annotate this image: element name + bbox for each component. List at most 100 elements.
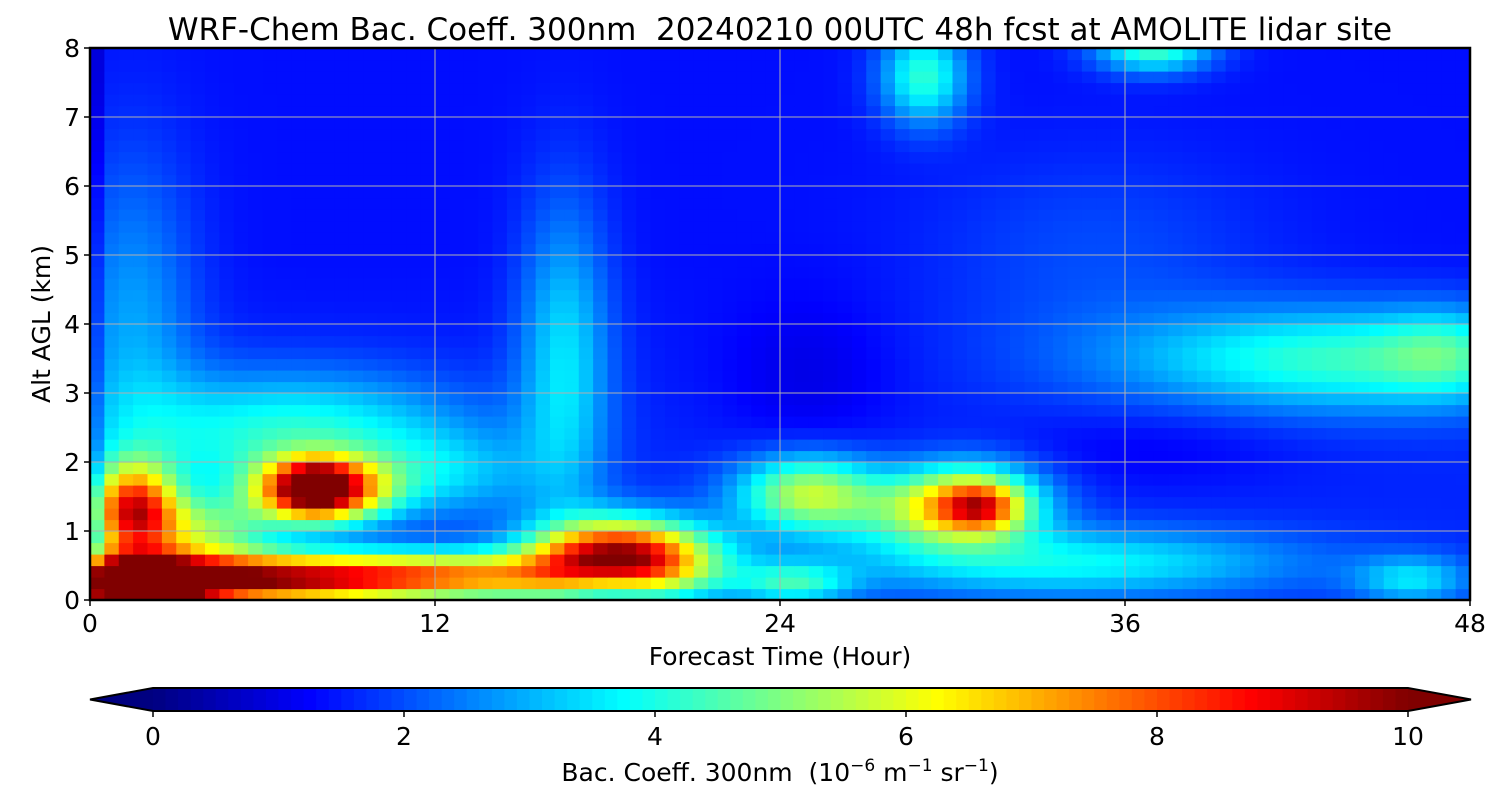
heatmap-cell: [966, 105, 982, 118]
heatmap-cell: [1297, 531, 1313, 544]
heatmap-cell: [665, 439, 680, 452]
heatmap-cell: [1412, 117, 1428, 130]
heatmap-cell: [506, 347, 522, 360]
heatmap-cell: [1455, 370, 1470, 383]
heatmap-cell: [736, 439, 752, 452]
heatmap-cell: [1412, 82, 1428, 95]
heatmap-cell: [463, 508, 479, 521]
heatmap-cell: [1369, 48, 1385, 61]
heatmap-cell: [665, 462, 680, 475]
heatmap-cell: [1240, 450, 1255, 463]
heatmap-cell: [1225, 71, 1241, 84]
heatmap-cell: [808, 577, 824, 590]
heatmap-cell: [449, 278, 465, 291]
heatmap-cell: [1125, 255, 1140, 268]
heatmap-cell: [205, 393, 220, 406]
heatmap-cell: [449, 508, 465, 521]
heatmap-cell: [1038, 358, 1054, 371]
heatmap-cell: [118, 59, 134, 72]
heatmap-cell: [1311, 186, 1327, 199]
heatmap-cell: [348, 301, 364, 314]
heatmap-cell: [104, 450, 120, 463]
heatmap-cell: [593, 255, 609, 268]
heatmap-cell: [176, 232, 192, 245]
heatmap-cell: [1240, 232, 1255, 245]
heatmap-cell: [133, 427, 149, 440]
heatmap-cell: [1254, 301, 1270, 314]
y-tick-label: 7: [64, 103, 80, 132]
heatmap-cell: [808, 358, 824, 371]
heatmap-cell: [1010, 508, 1025, 521]
heatmap-cell: [966, 519, 982, 532]
colorbar-segment: [228, 688, 242, 711]
heatmap-cell: [291, 174, 307, 187]
heatmap-cell: [923, 427, 939, 440]
heatmap-cell: [1441, 335, 1457, 348]
heatmap-cell: [866, 186, 882, 199]
heatmap-cell: [1038, 174, 1054, 187]
heatmap-cell: [636, 347, 652, 360]
heatmap-cell: [722, 335, 738, 348]
heatmap-cell: [291, 370, 307, 383]
heatmap-cell: [650, 542, 666, 555]
heatmap-cell: [1326, 496, 1342, 509]
heatmap-cell: [808, 301, 824, 314]
heatmap-cell: [1268, 140, 1284, 153]
heatmap-cell: [176, 312, 192, 325]
heatmap-cell: [506, 243, 522, 256]
heatmap-cell: [593, 565, 609, 578]
heatmap-cell: [995, 358, 1011, 371]
heatmap-cell: [363, 140, 379, 153]
heatmap-cell: [133, 416, 149, 429]
heatmap-cell: [118, 370, 134, 383]
heatmap-cell: [880, 186, 896, 199]
heatmap-cell: [765, 289, 781, 302]
heatmap-cell: [823, 71, 839, 84]
heatmap-cell: [391, 416, 407, 429]
heatmap-cell: [1283, 232, 1299, 245]
heatmap-cell: [1426, 565, 1442, 578]
heatmap-cell: [133, 335, 149, 348]
heatmap-cell: [406, 542, 422, 555]
heatmap-cell: [291, 140, 307, 153]
heatmap-cell: [909, 197, 925, 210]
heatmap-cell: [1096, 324, 1112, 337]
heatmap-cell: [420, 427, 436, 440]
heatmap-cell: [104, 577, 120, 590]
heatmap-cell: [736, 48, 752, 61]
heatmap-cell: [1297, 347, 1313, 360]
heatmap-cell: [1038, 508, 1054, 521]
heatmap-cell: [363, 105, 379, 118]
heatmap-cell: [478, 542, 494, 555]
heatmap-cell: [679, 220, 695, 233]
heatmap-cell: [1240, 278, 1255, 291]
heatmap-cell: [1168, 404, 1184, 417]
heatmap-cell: [1369, 278, 1385, 291]
heatmap-cell: [593, 71, 609, 84]
heatmap-cell: [233, 542, 249, 555]
heatmap-cell: [1426, 439, 1442, 452]
heatmap-cell: [1110, 128, 1126, 141]
heatmap-cell: [880, 117, 896, 130]
heatmap-cell: [1081, 255, 1097, 268]
heatmap-cell: [823, 94, 839, 107]
heatmap-cell: [420, 59, 436, 72]
heatmap-cell: [938, 197, 954, 210]
heatmap-cell: [348, 117, 364, 130]
heatmap-cell: [1168, 335, 1184, 348]
heatmap-cell: [952, 301, 968, 314]
heatmap-cell: [621, 462, 637, 475]
heatmap-cell: [794, 117, 810, 130]
heatmap-cell: [1254, 266, 1270, 279]
heatmap-cell: [981, 232, 997, 245]
heatmap-cell: [1067, 485, 1083, 498]
heatmap-cell: [478, 151, 494, 164]
heatmap-cell: [1412, 197, 1428, 210]
heatmap-cell: [1426, 381, 1442, 394]
heatmap-cell: [995, 462, 1011, 475]
heatmap-cell: [1340, 151, 1356, 164]
heatmap-cell: [1455, 485, 1470, 498]
heatmap-cell: [1096, 358, 1112, 371]
heatmap-cell: [1398, 450, 1414, 463]
heatmap-cell: [118, 519, 134, 532]
